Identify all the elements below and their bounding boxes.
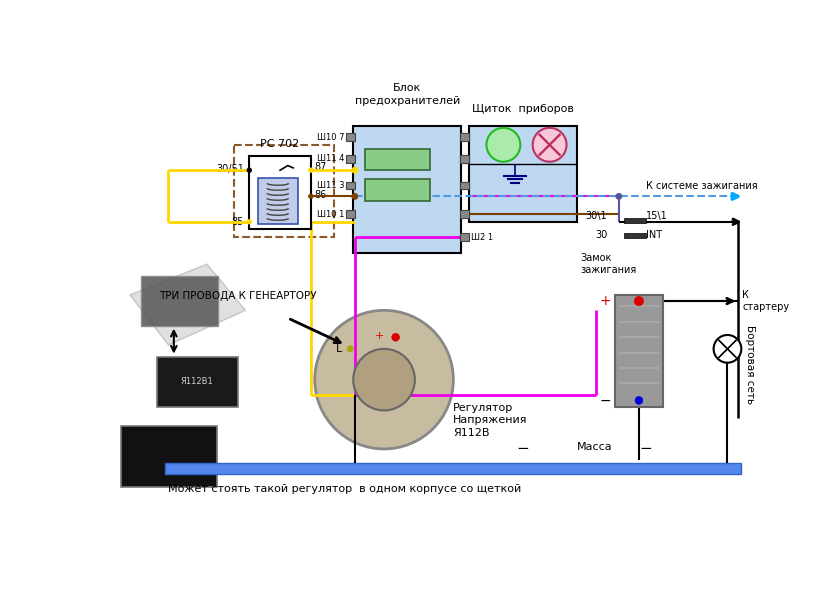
Circle shape xyxy=(616,193,622,199)
Circle shape xyxy=(247,220,251,224)
Text: К
стартеру: К стартеру xyxy=(742,290,789,312)
Text: Ш10 1: Ш10 1 xyxy=(317,210,344,219)
Text: Я112В1: Я112В1 xyxy=(180,377,214,386)
Text: Ш2 1: Ш2 1 xyxy=(471,233,494,242)
Bar xyxy=(624,233,646,238)
Bar xyxy=(459,181,468,189)
Text: 30/51: 30/51 xyxy=(216,164,244,174)
Text: Ш1 4: Ш1 4 xyxy=(471,210,494,219)
Circle shape xyxy=(347,346,354,352)
Bar xyxy=(459,155,468,162)
Circle shape xyxy=(533,128,566,162)
Circle shape xyxy=(308,194,313,199)
Bar xyxy=(142,276,219,326)
Circle shape xyxy=(354,349,415,411)
Bar xyxy=(615,295,663,407)
Bar xyxy=(365,180,430,201)
Text: 10: 10 xyxy=(391,185,404,195)
Text: 30: 30 xyxy=(595,230,608,240)
Text: +: + xyxy=(599,294,611,308)
Text: −: − xyxy=(516,441,529,457)
Bar xyxy=(354,125,461,253)
Circle shape xyxy=(352,193,358,199)
Bar xyxy=(345,210,354,218)
Bar xyxy=(459,133,468,141)
Text: INT: INT xyxy=(646,230,662,240)
Bar xyxy=(459,133,468,141)
Bar xyxy=(121,426,217,487)
Circle shape xyxy=(714,335,742,363)
Circle shape xyxy=(635,396,643,404)
Text: +: + xyxy=(375,331,384,341)
Text: РС 702: РС 702 xyxy=(261,139,300,149)
Text: Масса: Масса xyxy=(577,442,613,453)
Text: 85: 85 xyxy=(231,217,244,227)
Circle shape xyxy=(391,334,400,341)
Text: V: V xyxy=(498,138,509,152)
Bar xyxy=(345,181,354,189)
Circle shape xyxy=(247,168,251,173)
Text: 86: 86 xyxy=(315,190,327,200)
Bar xyxy=(345,155,354,162)
Text: 15\1: 15\1 xyxy=(646,211,668,221)
Bar xyxy=(365,149,430,170)
Circle shape xyxy=(634,297,644,306)
Text: Щиток  приборов: Щиток приборов xyxy=(472,104,573,114)
Bar xyxy=(157,356,238,407)
Text: 30\1: 30\1 xyxy=(586,211,608,221)
Circle shape xyxy=(486,128,520,162)
Circle shape xyxy=(308,168,313,173)
Text: Ш5 3: Ш5 3 xyxy=(471,133,494,141)
Text: 9: 9 xyxy=(394,155,401,164)
Text: 87: 87 xyxy=(315,162,327,172)
Text: Ш11 3: Ш11 3 xyxy=(317,181,344,190)
Text: −: − xyxy=(639,441,652,457)
Polygon shape xyxy=(130,264,246,345)
Text: Регулятор
Напряжения
Я112В: Регулятор Напряжения Я112В xyxy=(453,403,528,438)
Text: Ш11 4: Ш11 4 xyxy=(317,154,344,163)
Bar xyxy=(164,463,741,473)
Text: Блок
предохранителей: Блок предохранителей xyxy=(354,83,460,106)
Circle shape xyxy=(352,167,358,173)
Circle shape xyxy=(315,310,453,449)
Bar xyxy=(258,178,297,224)
Text: Бортовая сеть: Бортовая сеть xyxy=(745,325,755,404)
Bar xyxy=(459,210,468,218)
Text: −: − xyxy=(599,393,611,407)
Bar xyxy=(459,233,468,241)
Text: К системе зажигания: К системе зажигания xyxy=(646,181,758,190)
Text: Может стоять такой регулятор  в одном корпусе со щеткой: Может стоять такой регулятор в одном кор… xyxy=(168,484,522,494)
Text: L: L xyxy=(335,344,342,354)
Bar xyxy=(624,218,646,223)
Bar xyxy=(249,156,311,229)
Bar xyxy=(459,181,468,189)
Text: Замок
зажигания: Замок зажигания xyxy=(581,253,637,275)
Bar xyxy=(345,133,354,141)
Text: ТРИ ПРОВОДА К ГЕНЕАРТОРУ: ТРИ ПРОВОДА К ГЕНЕАРТОРУ xyxy=(159,291,317,301)
Text: Ш4 1: Ш4 1 xyxy=(471,154,494,163)
Text: Ш10 7: Ш10 7 xyxy=(317,133,344,141)
Text: Ш1 5: Ш1 5 xyxy=(471,181,494,190)
Bar xyxy=(459,155,468,162)
Bar xyxy=(468,125,577,222)
